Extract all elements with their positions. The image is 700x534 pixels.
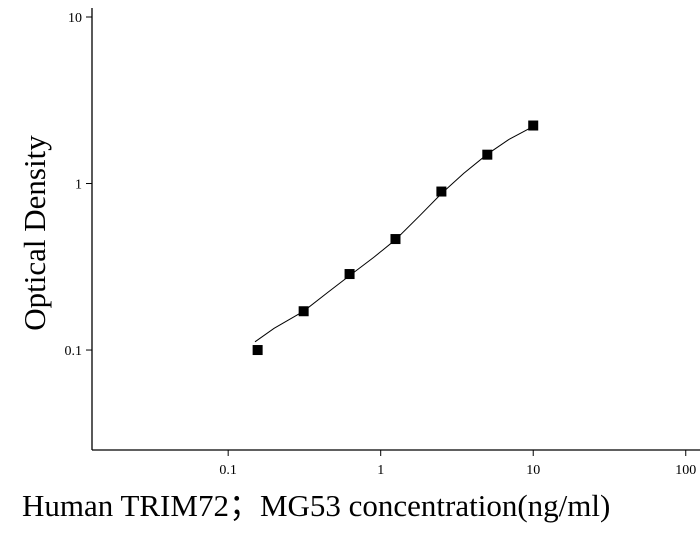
x-tick-label: 1 [377,463,384,478]
data-point [528,120,539,131]
data-point [390,234,401,245]
x-tick-label: 10 [526,463,540,478]
x-axis-title: Human TRIM72；MG53 concentration(ng/ml) [22,488,610,523]
data-point [436,186,447,197]
y-tick-label: 1 [75,178,82,193]
y-tick-label: 10 [68,11,82,26]
data-point [298,306,309,317]
x-tick-label: 0.1 [219,463,237,478]
data-point [482,149,493,160]
data-point [344,269,355,280]
data-point [252,345,263,356]
x-tick-label: 100 [675,463,696,478]
y-tick-label: 0.1 [65,344,83,359]
y-axis-title: Optical Density [17,135,52,331]
